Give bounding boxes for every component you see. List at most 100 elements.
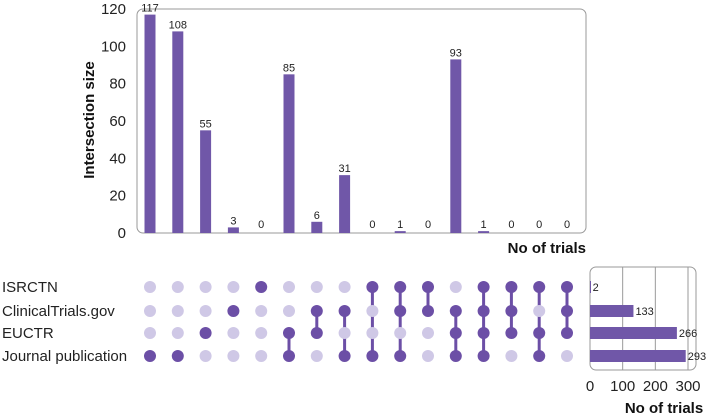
intersection-value-label: 117 — [141, 3, 159, 15]
intersection-bar — [172, 31, 184, 234]
membership-dot-inactive — [422, 350, 434, 362]
y-tick-label: 60 — [109, 113, 126, 130]
membership-dot-inactive — [144, 281, 156, 293]
intersection-value-label: 0 — [425, 219, 431, 231]
membership-dot-inactive — [394, 327, 407, 339]
set-name-label: ClinicalTrials.gov — [2, 303, 115, 320]
intersection-value-label: 93 — [450, 47, 462, 59]
membership-dot-active — [338, 350, 351, 362]
intersection-bar — [394, 231, 406, 233]
intersection-bar — [227, 227, 239, 233]
intersection-value-label: 31 — [338, 163, 350, 175]
intersection-value-label: 0 — [258, 219, 264, 231]
membership-dot-inactive — [533, 305, 546, 317]
set-size-tick-label: 0 — [586, 378, 594, 395]
membership-dot-active — [283, 350, 295, 362]
set-size-bar — [590, 350, 686, 362]
set-size-bar — [590, 281, 591, 293]
membership-dot-inactive — [310, 281, 323, 293]
membership-dot-active — [561, 281, 573, 293]
membership-dot-inactive — [144, 327, 156, 339]
membership-dot-inactive — [310, 350, 323, 362]
membership-dot-active — [477, 281, 490, 293]
membership-dot-inactive — [199, 281, 212, 293]
membership-dot-inactive — [171, 305, 184, 317]
intersection-x-axis-title: No of trials — [508, 240, 586, 257]
membership-dot-active — [422, 305, 434, 317]
membership-dot-inactive — [449, 281, 462, 293]
set-size-value-label: 2 — [593, 282, 599, 294]
membership-dot-inactive — [199, 350, 212, 362]
intersection-value-label: 108 — [169, 19, 187, 31]
y-tick-label: 120 — [101, 1, 126, 18]
membership-dot-active — [310, 305, 323, 317]
set-size-plot-frame — [589, 266, 697, 371]
membership-dot-inactive — [366, 327, 379, 339]
membership-dot-active — [310, 327, 323, 339]
membership-dot-inactive — [283, 305, 295, 317]
membership-dot-active — [505, 281, 518, 293]
membership-dot-active — [338, 305, 351, 317]
set-size-value-label: 266 — [679, 328, 697, 340]
membership-dot-active — [533, 281, 546, 293]
membership-dot-active — [422, 281, 434, 293]
membership-dot-inactive — [422, 327, 434, 339]
intersection-bar — [200, 130, 212, 233]
intersection-value-label: 1 — [397, 219, 403, 231]
set-name-label: ISRCTN — [2, 279, 58, 296]
intersection-value-label: 0 — [536, 219, 542, 231]
membership-dot-active — [394, 305, 407, 317]
set-name-label: Journal publication — [2, 348, 127, 365]
membership-dot-inactive — [227, 327, 240, 339]
membership-dot-inactive — [283, 281, 295, 293]
membership-dot-active — [561, 327, 573, 339]
intersection-plot-frame — [136, 8, 587, 234]
set-size-bar — [590, 327, 677, 339]
y-tick-label: 40 — [109, 150, 126, 167]
intersection-value-label: 55 — [199, 118, 211, 130]
intersection-value-label: 0 — [564, 219, 570, 231]
membership-dot-active — [449, 350, 462, 362]
membership-dot-active — [505, 327, 518, 339]
membership-dot-active — [366, 281, 379, 293]
set-size-value-label: 293 — [688, 351, 706, 363]
membership-dot-active — [477, 327, 490, 339]
set-size-tick-label: 200 — [643, 378, 668, 395]
membership-dot-inactive — [255, 305, 268, 317]
set-size-tick-label: 300 — [675, 378, 700, 395]
membership-dot-inactive — [199, 305, 212, 317]
intersection-bar — [283, 74, 295, 233]
set-size-panel: 0 100 200 300 2 133 266 293 — [586, 266, 706, 395]
membership-dot-active — [533, 327, 546, 339]
membership-dot-active — [561, 305, 573, 317]
intersection-value-label: 6 — [314, 210, 320, 222]
membership-dot-active — [477, 305, 490, 317]
membership-dot-active — [477, 350, 490, 362]
y-tick-label: 80 — [109, 76, 126, 93]
membership-dot-inactive — [255, 327, 268, 339]
intersection-bar — [311, 221, 323, 233]
membership-dot-inactive — [338, 281, 351, 293]
membership-dot-inactive — [227, 281, 240, 293]
membership-dot-active — [199, 327, 212, 339]
intersection-value-label: 0 — [369, 219, 375, 231]
membership-dot-active — [171, 350, 184, 362]
membership-dot-active — [449, 305, 462, 317]
membership-dot-active — [533, 350, 546, 362]
membership-dot-active — [366, 350, 379, 362]
membership-dot-inactive — [144, 305, 156, 317]
membership-dot-inactive — [338, 327, 351, 339]
intersection-bar — [339, 175, 351, 233]
membership-dot-inactive — [505, 350, 518, 362]
membership-dot-inactive — [171, 327, 184, 339]
membership-dot-active — [144, 350, 156, 362]
set-size-axis-title: No of trials — [625, 400, 703, 417]
set-size-value-label: 133 — [635, 306, 653, 318]
intersection-bar — [450, 59, 462, 234]
membership-dot-active — [394, 281, 407, 293]
set-size-bar — [590, 305, 634, 317]
membership-dot-active — [227, 305, 240, 317]
membership-dot-active — [283, 327, 295, 339]
y-tick-label: 100 — [101, 38, 126, 55]
